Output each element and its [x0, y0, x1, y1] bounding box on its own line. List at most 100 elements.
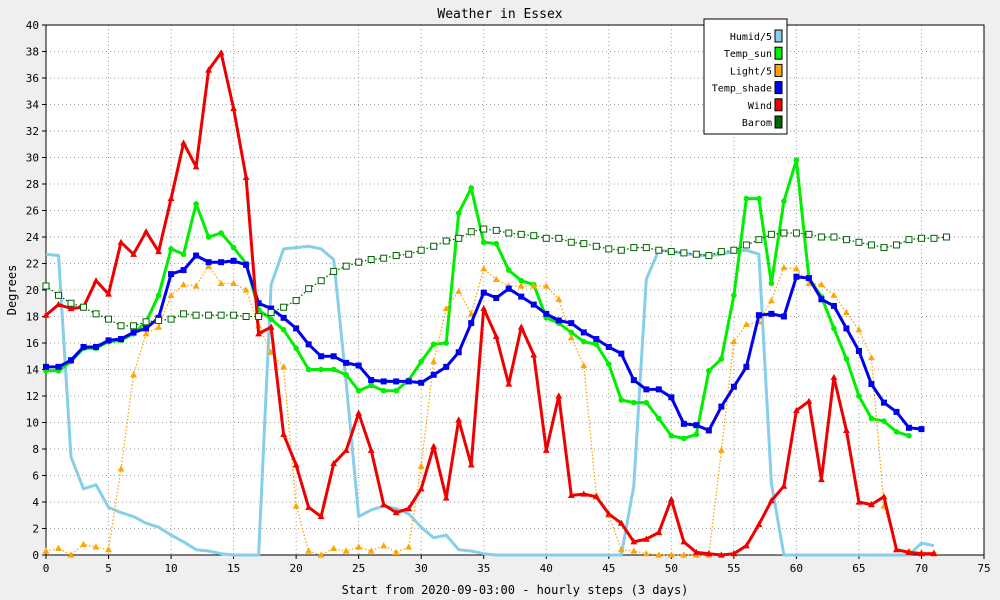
x-tick-label: 40	[540, 562, 553, 575]
legend-swatch	[774, 46, 783, 60]
legend-box	[703, 18, 788, 135]
data-point	[505, 285, 512, 292]
data-point	[492, 332, 500, 339]
data-point	[517, 282, 525, 289]
data-point	[868, 353, 875, 361]
data-point	[317, 277, 325, 285]
data-point	[442, 494, 450, 501]
data-point	[868, 381, 875, 388]
data-point	[117, 322, 125, 330]
data-point	[205, 259, 212, 266]
data-point	[55, 363, 62, 370]
data-point	[355, 258, 363, 266]
data-point	[592, 493, 600, 500]
data-point	[343, 372, 349, 378]
data-point	[567, 238, 575, 246]
data-point	[380, 387, 387, 394]
data-point	[680, 538, 688, 545]
data-point	[205, 234, 212, 240]
data-point	[267, 309, 275, 317]
data-point	[818, 475, 825, 483]
data-point	[455, 349, 462, 356]
data-point	[781, 198, 787, 205]
y-tick-label: 10	[26, 417, 39, 430]
data-point	[630, 244, 638, 252]
data-point	[380, 501, 388, 508]
data-point	[517, 323, 525, 330]
data-point	[743, 195, 750, 202]
data-point	[142, 228, 150, 235]
data-point	[193, 252, 200, 259]
data-point	[280, 303, 288, 311]
data-point	[642, 550, 650, 557]
y-tick-label: 20	[26, 284, 39, 297]
data-point	[567, 491, 575, 498]
data-point	[80, 540, 87, 547]
series-barom	[42, 225, 950, 330]
data-point	[930, 234, 938, 242]
data-point	[130, 371, 137, 378]
data-point	[367, 547, 375, 554]
data-point	[742, 320, 750, 328]
x-tick-label: 10	[164, 562, 177, 575]
data-point	[580, 490, 588, 497]
data-point	[217, 49, 225, 56]
x-tick-label: 70	[915, 562, 928, 575]
y-tick-label: 0	[32, 549, 39, 562]
x-tick-label: 25	[352, 562, 365, 575]
data-point	[293, 345, 299, 352]
data-point	[155, 316, 163, 324]
data-point	[905, 424, 912, 431]
data-point	[555, 295, 563, 302]
data-point	[705, 550, 713, 557]
data-point	[542, 446, 550, 453]
data-point	[643, 386, 650, 393]
data-point	[780, 482, 788, 489]
y-tick-label: 34	[26, 99, 40, 112]
x-tick-label: 60	[790, 562, 803, 575]
data-point	[130, 322, 138, 330]
data-point	[843, 308, 850, 316]
data-point	[155, 292, 162, 299]
data-point	[655, 551, 663, 558]
data-point	[942, 233, 950, 241]
data-point	[280, 326, 287, 333]
y-tick-label: 6	[32, 470, 39, 483]
data-point	[43, 363, 49, 370]
data-point	[405, 250, 413, 258]
data-point	[330, 353, 337, 360]
data-point	[830, 291, 838, 298]
data-point	[242, 173, 250, 180]
y-tick-label: 32	[26, 125, 39, 138]
data-point	[880, 399, 887, 406]
data-point	[680, 420, 687, 427]
data-point	[831, 325, 837, 332]
data-point	[617, 546, 625, 553]
data-point	[505, 267, 512, 273]
data-point	[317, 512, 325, 520]
data-point	[305, 341, 312, 348]
data-point	[755, 520, 763, 528]
x-tick-label: 45	[602, 562, 615, 575]
data-point	[818, 281, 825, 288]
legend-label: Wind	[748, 101, 772, 112]
data-point	[843, 356, 850, 362]
x-tick-label: 30	[415, 562, 428, 575]
data-point	[105, 290, 112, 297]
data-point	[755, 236, 763, 244]
data-point	[842, 236, 850, 244]
data-point	[67, 299, 75, 307]
series-layer	[42, 49, 950, 558]
data-point	[217, 311, 225, 319]
data-point	[330, 366, 337, 373]
y-tick-label: 14	[26, 364, 40, 377]
data-point	[355, 362, 362, 369]
data-point	[706, 368, 712, 374]
data-point	[318, 366, 324, 373]
y-tick-label: 8	[32, 443, 39, 456]
data-point	[906, 432, 912, 439]
data-point	[205, 262, 212, 269]
legend-swatch	[774, 29, 783, 43]
data-point	[767, 230, 775, 238]
data-point	[230, 257, 237, 264]
